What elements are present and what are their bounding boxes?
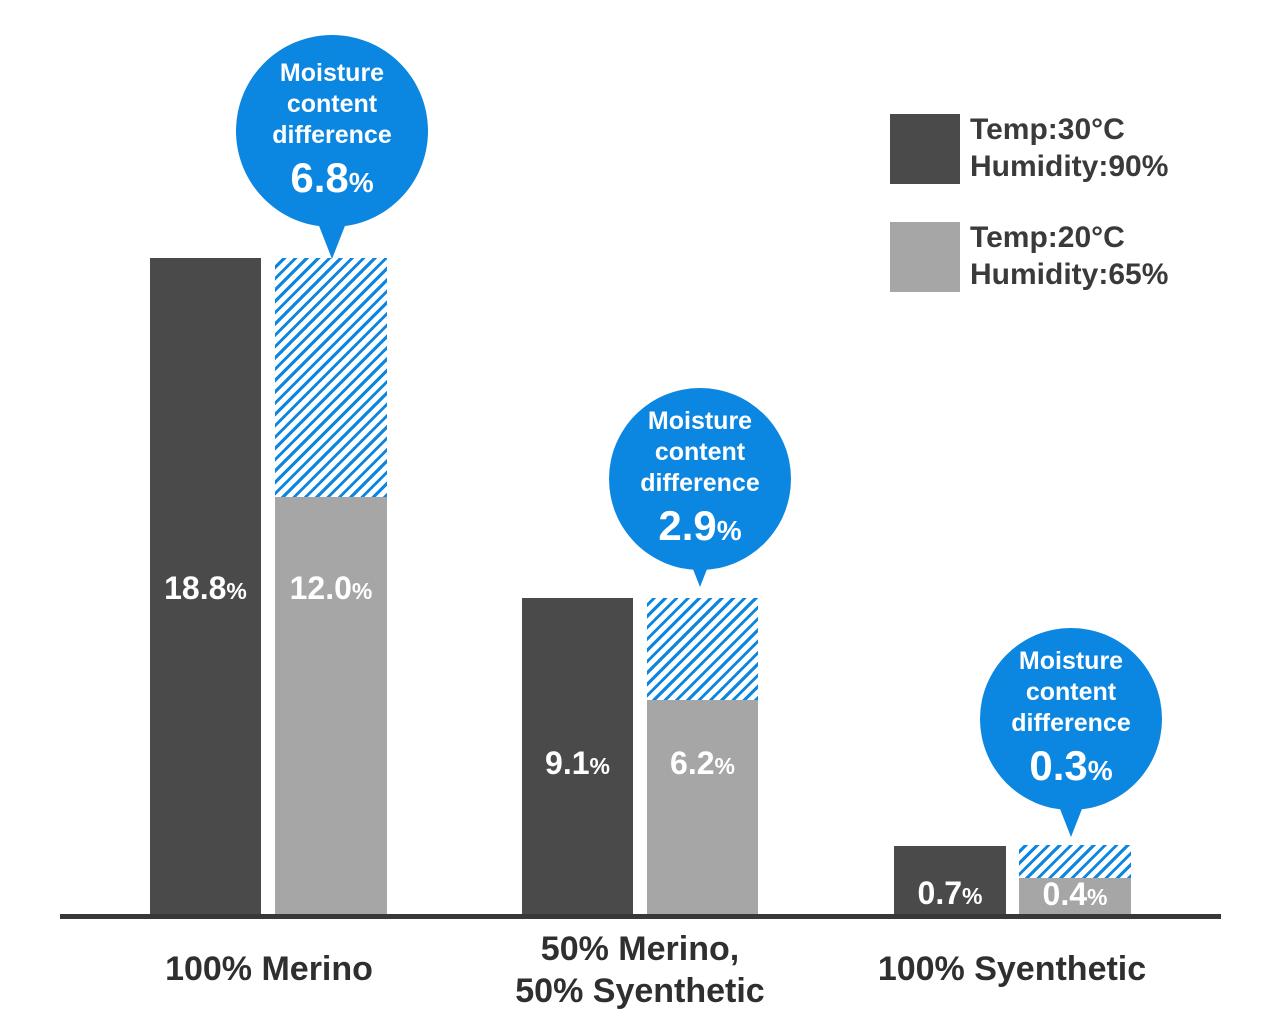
hatch-difference-blend [647, 598, 758, 700]
callout-tail-icon [314, 213, 350, 259]
bar-value-label: 12.0% [289, 570, 373, 606]
callout-bubble-merino: Moisture content difference 6.8% [236, 35, 428, 259]
bar-merino-20c: 12.0% [275, 497, 387, 917]
legend-swatch-dark [890, 114, 960, 184]
legend-temp-2: Temp:20°C [970, 221, 1125, 254]
callout-tail-icon [682, 541, 718, 587]
callout-tail-icon [1053, 791, 1089, 837]
bar-blend-30c: 9.1% [522, 598, 633, 917]
callout-bubble-blend: Moisture content difference 2.9% [609, 388, 791, 587]
category-label-synthetic: 100% Syenthetic [877, 950, 1147, 988]
callout-bubble-synthetic: Moisture content difference 0.3% [980, 628, 1162, 837]
bar-blend-20c: 6.2% [647, 700, 758, 917]
legend-humidity-2: Humidity:65% [970, 258, 1169, 291]
callout-value: 6.8% [290, 153, 374, 201]
bar-value-label: 9.1% [545, 745, 610, 781]
bar-synthetic-20c: 0.4% [1019, 878, 1131, 917]
legend-swatch-light [890, 222, 960, 292]
bar-merino-30c: 18.8% [150, 258, 261, 917]
hatch-difference-merino [275, 258, 387, 497]
callout-value: 0.3% [1029, 741, 1113, 789]
bar-value-label: 0.4% [1042, 876, 1108, 912]
category-label-merino: 100% Merino [165, 950, 373, 988]
bar-value-label: 0.7% [917, 875, 983, 911]
legend-label-condition-1: Temp:30°C Humidity:90% [970, 111, 1168, 185]
bar-synthetic-30c: 0.7% [894, 846, 1006, 917]
callout-value: 2.9% [658, 501, 742, 549]
legend-label-condition-2: Temp:20°C Humidity:65% [970, 219, 1168, 293]
x-axis-line [60, 914, 1221, 919]
legend-humidity-1: Humidity:90% [970, 150, 1169, 183]
bar-value-label: 18.8% [164, 570, 247, 606]
bar-value-label: 6.2% [670, 745, 735, 781]
hatch-difference-synthetic [1019, 845, 1131, 878]
category-label-blend: 50% Merino, 50% Syenthetic [515, 930, 765, 1010]
legend-temp-1: Temp:30°C [970, 113, 1125, 146]
